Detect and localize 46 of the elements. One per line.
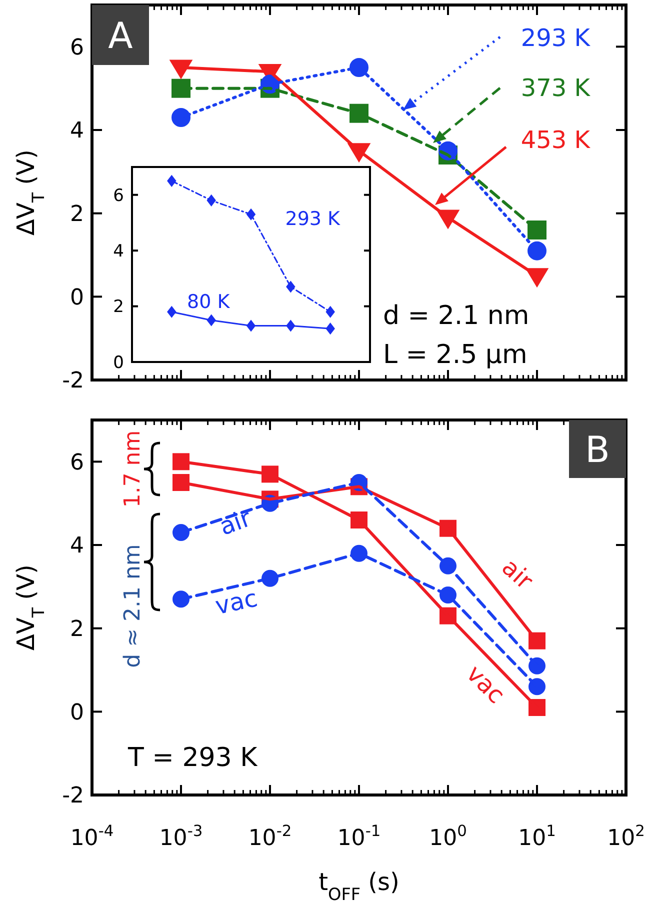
y-tick-label: 6 — [113, 186, 124, 206]
x-axis-title: t$_{OFF}$ (s) — [318, 868, 400, 904]
point — [326, 306, 335, 318]
y-tick-label: 6 — [70, 35, 84, 60]
x-tick-label: 10$^{-4}$ — [70, 822, 114, 851]
y-tick-label: 0 — [70, 700, 84, 726]
text: 453 K — [520, 126, 592, 154]
point — [167, 175, 176, 187]
y-tick-label: 2 — [70, 617, 84, 642]
point — [172, 474, 190, 491]
y-tick-label: -2 — [62, 368, 84, 394]
text: vac — [212, 584, 260, 620]
point — [528, 220, 546, 240]
point — [172, 108, 190, 127]
x-tick-label: 10$^{0}$ — [429, 822, 467, 851]
x-tick-label: 10$^{-1}$ — [337, 822, 381, 851]
y-tick-label: 0 — [113, 352, 124, 373]
y-tick-label: 6 — [70, 450, 84, 476]
x-tick-label: 10$^{1}$ — [518, 822, 556, 851]
y-tick-label: -2 — [62, 784, 84, 809]
y-tick-label: 2 — [70, 202, 84, 228]
annotation: d ≈ 2.1 nm — [120, 544, 146, 668]
point — [172, 453, 190, 470]
annotation: B — [585, 430, 610, 471]
annotation: L = 2.5 µm — [383, 340, 528, 370]
series-label: 80 K — [187, 291, 230, 313]
x-tick-label: 10$^{-2}$ — [248, 822, 292, 851]
y-tick-label: 2 — [113, 297, 124, 318]
point — [172, 78, 190, 98]
annotation: 1.7 nm — [120, 430, 146, 508]
y-tick-label: 4 — [113, 242, 124, 262]
text: vac — [460, 660, 510, 710]
point — [528, 241, 546, 260]
series-label: 293 K — [285, 208, 341, 230]
x-tick-label: 10$^{-3}$ — [159, 822, 203, 851]
y-tick-label: 4 — [70, 118, 84, 144]
text: air — [496, 553, 538, 595]
annotation: A — [108, 16, 134, 57]
text: air — [216, 504, 255, 541]
x-tick-label: 10$^{2}$ — [607, 822, 645, 851]
text: 293 K — [520, 24, 592, 52]
y-tick-label: 0 — [70, 285, 84, 310]
annotation: d = 2.1 nm — [383, 301, 530, 332]
text: 373 K — [520, 74, 592, 102]
annotation: T = 293 K — [127, 743, 258, 774]
y-tick-label: 4 — [70, 534, 84, 559]
